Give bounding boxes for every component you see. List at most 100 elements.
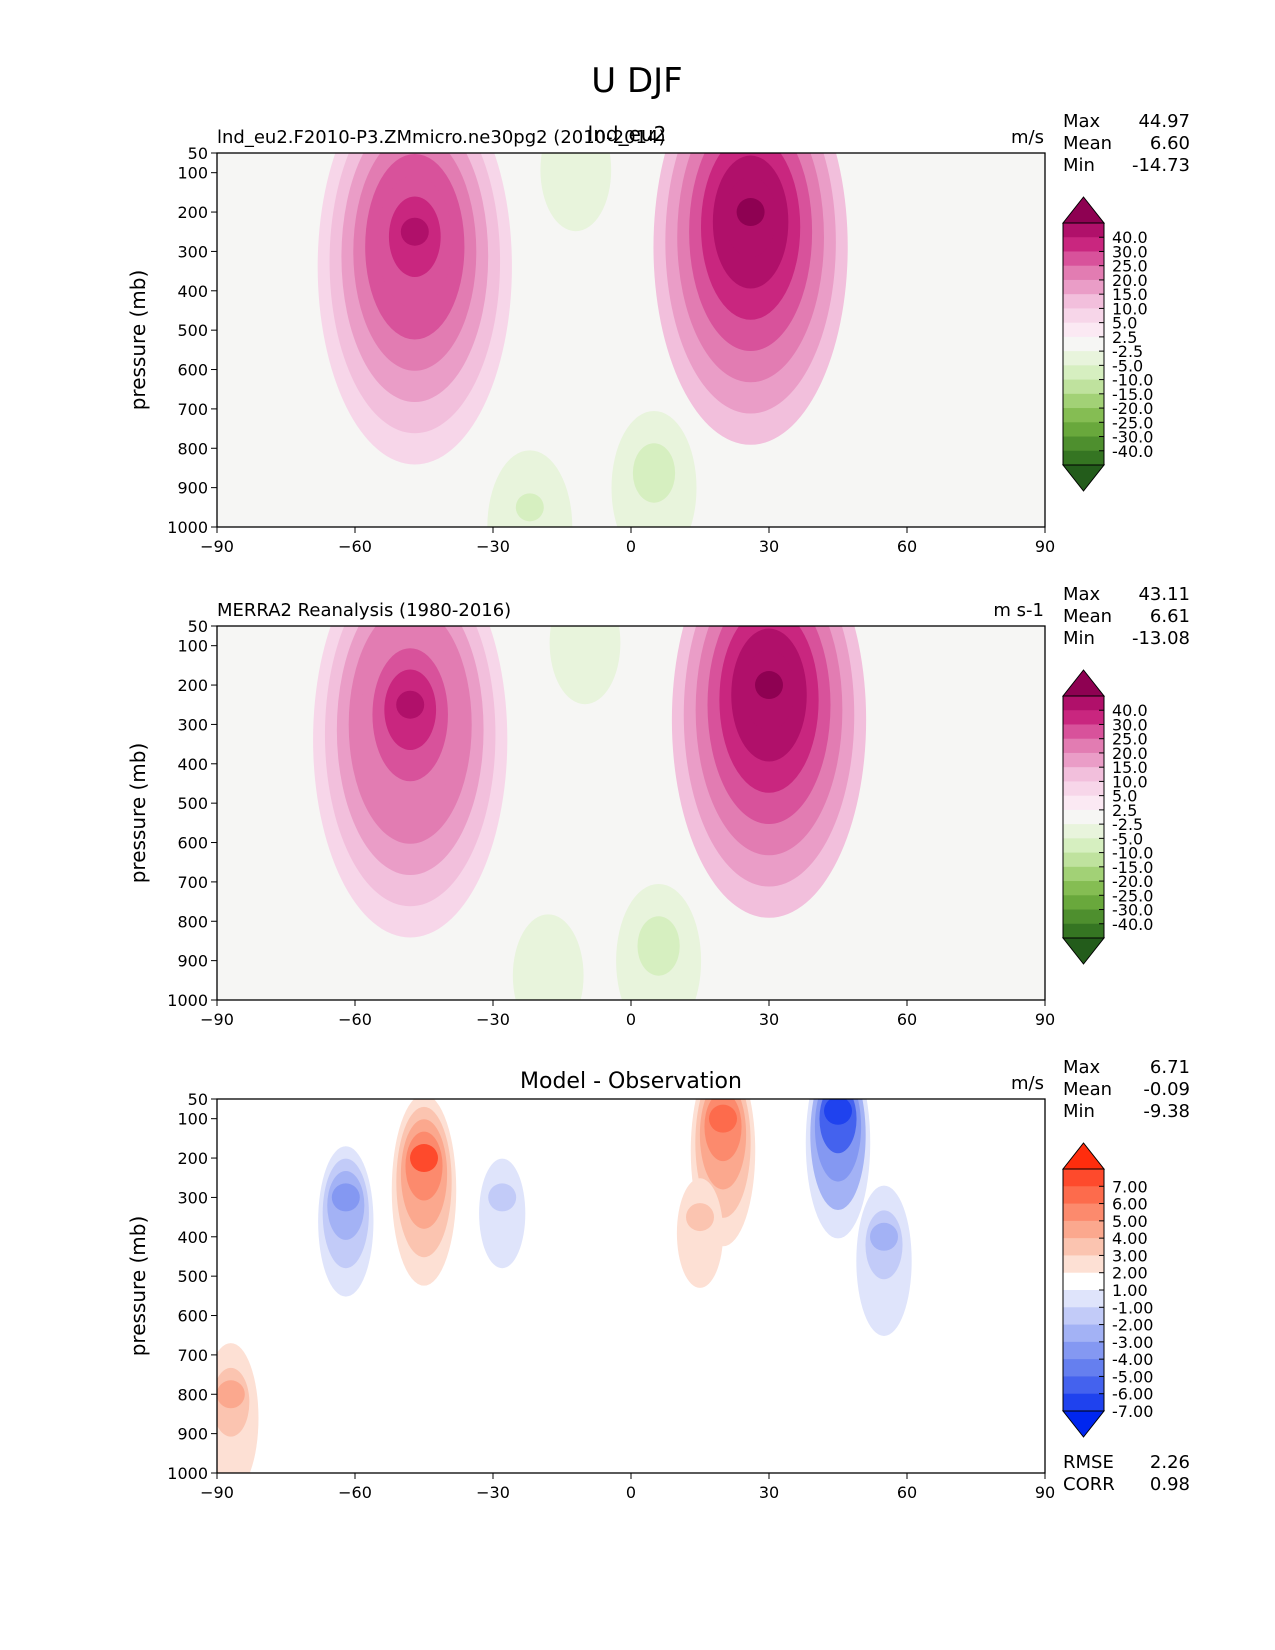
y-tick-label: 1000: [167, 991, 208, 1010]
colorbar-band: [1063, 923, 1104, 939]
stat-label: Max: [1063, 1057, 1101, 1078]
colorbar-band: [1063, 436, 1104, 452]
figure-overlap-label: lnd_eu2: [588, 122, 667, 146]
x-tick-label: −90: [200, 537, 234, 556]
colorbar-band: [1063, 351, 1104, 366]
y-tick-label: 600: [177, 834, 208, 853]
y-tick-label: 700: [177, 873, 208, 892]
x-tick-label: 60: [897, 537, 917, 556]
colorbar-label: -1.00: [1112, 1298, 1153, 1317]
colorbar-band: [1063, 809, 1104, 825]
colorbar-label: -25.0: [1112, 413, 1153, 432]
colorbar-band: [1063, 408, 1104, 423]
colorbar-band: [1063, 752, 1104, 768]
y-tick-label: 400: [177, 1228, 208, 1247]
colorbar-label: -10.0: [1112, 844, 1153, 863]
y-tick-label: 50: [188, 1090, 208, 1109]
y-tick-label: 300: [177, 715, 208, 734]
colorbar-band: [1063, 223, 1104, 238]
panel-title: Model - Observation: [520, 1069, 742, 1094]
colorbar-label: 25.0: [1112, 730, 1148, 749]
colorbar-label: -5.0: [1112, 829, 1143, 848]
x-tick-label: −90: [200, 1010, 234, 1029]
y-tick-label: 300: [177, 1188, 208, 1207]
colorbar-label: 7.00: [1112, 1177, 1148, 1196]
colorbar-band: [1063, 696, 1104, 711]
x-tick-label: −30: [476, 1483, 510, 1502]
panel-title: MERRA2 Reanalysis (1980-2016): [217, 600, 511, 621]
contour-reference-feature-0-level-7: [396, 690, 425, 719]
colorbar-band: [1063, 336, 1104, 352]
stat-label: Mean: [1063, 1079, 1112, 1100]
colorbar-band: [1063, 1272, 1104, 1291]
colorbar-label: 30.0: [1112, 242, 1148, 261]
y-tick-label: 400: [177, 755, 208, 774]
contour-test-feature-1-level-7: [736, 198, 765, 227]
contour-difference-feature-7-level-4: [686, 1203, 714, 1232]
colorbar-band: [1063, 724, 1104, 740]
contour-difference-feature-1-level-4: [331, 1183, 360, 1212]
x-tick-label: 0: [626, 1483, 636, 1502]
y-tick-label: 100: [177, 1110, 208, 1129]
colorbar-label: -30.0: [1112, 901, 1153, 920]
y-tick-label: 500: [177, 794, 208, 813]
colorbar-band: [1063, 450, 1104, 466]
colorbar-label: -4.00: [1112, 1350, 1153, 1369]
contour-layer: [313, 626, 867, 1000]
colorbar-label: 20.0: [1112, 744, 1148, 763]
contour-layer: [317, 153, 848, 527]
y-tick-label: 900: [177, 1425, 208, 1444]
y-tick-label: 400: [177, 282, 208, 301]
y-tick-label: 50: [188, 617, 208, 636]
y-tick-label: 800: [177, 912, 208, 931]
y-tick-label: 100: [177, 164, 208, 183]
colorbar-label: -6.00: [1112, 1385, 1153, 1404]
colorbar-label: -3.00: [1112, 1333, 1153, 1352]
contour-test-feature-2-level-7: [640, 453, 668, 482]
colorbar-band: [1063, 1376, 1104, 1395]
x-tick-label: 60: [897, 1010, 917, 1029]
stat-value: 43.11: [1138, 584, 1190, 605]
colorbar-label: 6.00: [1112, 1195, 1148, 1214]
colorbar-band: [1063, 738, 1104, 754]
colorbar-extend-top: [1061, 1142, 1106, 1170]
colorbar-label: 25.0: [1112, 257, 1148, 276]
panel-title: lnd_eu2.F2010-P3.ZMmicro.ne30pg2 (2010-2…: [217, 127, 665, 148]
colorbar-band: [1063, 308, 1104, 324]
colorbar-band: [1063, 767, 1104, 782]
y-axis-label: pressure (mb): [126, 1216, 150, 1357]
colorbar-label: 40.0: [1112, 701, 1148, 720]
colorbar-label: 10.0: [1112, 299, 1148, 318]
stat-label: Mean: [1063, 133, 1112, 154]
stat-value: 44.97: [1138, 111, 1190, 132]
y-tick-label: 500: [177, 1267, 208, 1286]
y-tick-label: 700: [177, 400, 208, 419]
colorbar-label: -2.5: [1112, 815, 1143, 834]
colorbar-label: 2.5: [1112, 801, 1137, 820]
colorbar-band: [1063, 1220, 1104, 1239]
colorbar-frame: [1062, 222, 1105, 466]
stat-label: Max: [1063, 584, 1101, 605]
colorbar-label: -2.5: [1112, 342, 1143, 361]
colorbar-label: 5.0: [1112, 314, 1137, 333]
colorbar-extend-top: [1061, 196, 1106, 224]
colorbar-label: -10.0: [1112, 371, 1153, 390]
colorbar-band: [1063, 393, 1104, 409]
stat-label: RMSE: [1063, 1452, 1114, 1473]
y-tick-label: 600: [177, 361, 208, 380]
colorbar: 40.030.025.020.015.010.05.02.5-2.5-5.0-1…: [1061, 669, 1153, 965]
colorbar-label: 15.0: [1112, 285, 1148, 304]
colorbar-band: [1063, 1255, 1104, 1274]
x-tick-label: 60: [897, 1483, 917, 1502]
stat-value: 6.71: [1150, 1057, 1190, 1078]
colorbar-band: [1063, 1359, 1104, 1377]
contour-difference-feature-5-level-4: [217, 1380, 245, 1409]
x-tick-label: −60: [338, 1010, 372, 1029]
colorbar-band: [1063, 838, 1104, 854]
x-tick-label: −60: [338, 537, 372, 556]
x-tick-label: −30: [476, 1010, 510, 1029]
y-tick-label: 1000: [167, 1464, 208, 1483]
stat-value: -9.38: [1143, 1101, 1190, 1122]
stat-value: 6.60: [1150, 133, 1190, 154]
